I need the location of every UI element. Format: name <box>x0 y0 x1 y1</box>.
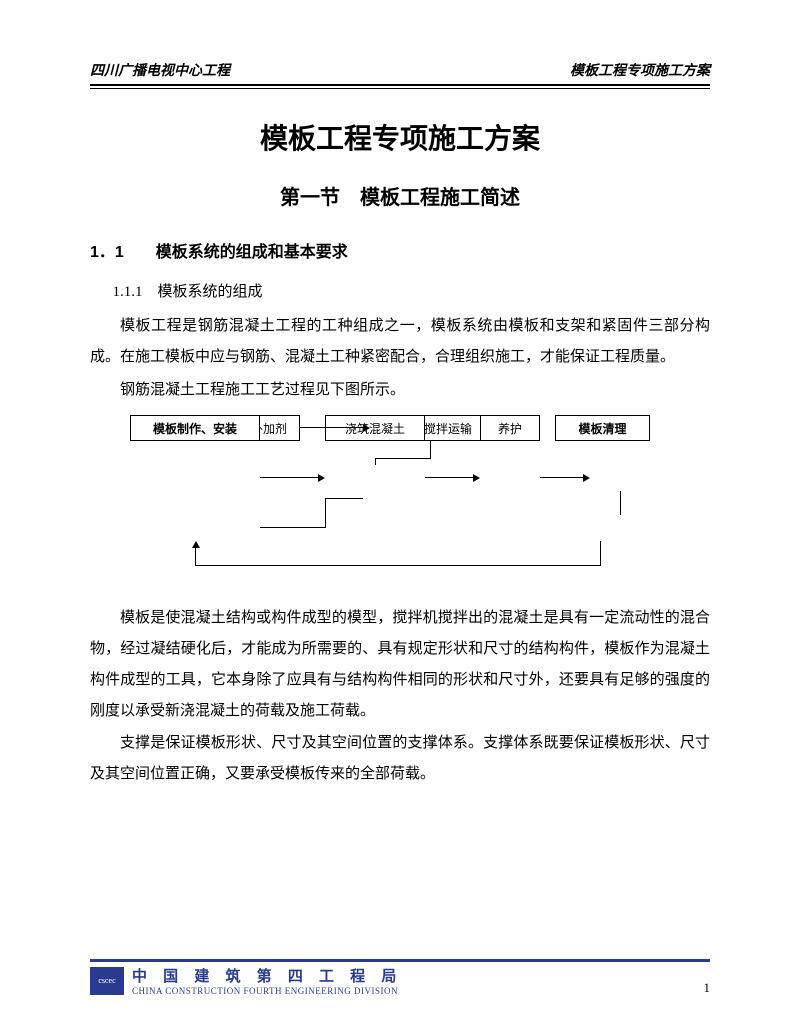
footer-rule <box>90 959 710 962</box>
page-footer: cscec 中 国 建 筑 第 四 工 程 局 CHINA CONSTRUCTI… <box>90 959 710 996</box>
arrow-icon <box>363 424 370 432</box>
paragraph-2: 钢筋混凝土工程施工工艺过程见下图所示。 <box>90 375 710 406</box>
heading-1: 1．1 模板系统的组成和基本要求 <box>90 238 710 262</box>
heading-2: 1.1.1 模板系统的组成 <box>90 280 710 301</box>
page-number: 1 <box>704 980 711 996</box>
flow-edge <box>425 477 473 478</box>
flow-node-formwork: 模板制作、安装 <box>130 415 260 441</box>
flow-edge <box>195 548 196 566</box>
flow-edge <box>375 458 430 459</box>
header-rule-2 <box>90 88 710 89</box>
flow-node-cure: 养护 <box>480 415 540 441</box>
header-right: 模板工程专项施工方案 <box>570 60 710 80</box>
footer-row: cscec 中 国 建 筑 第 四 工 程 局 CHINA CONSTRUCTI… <box>90 965 710 996</box>
section-title: 第一节 模板工程施工简述 <box>90 181 710 210</box>
paragraph-3: 模板是使混凝土结构或构件成型的模型，搅拌机搅拌出的混凝土是具有一定流动性的混合物… <box>90 603 710 726</box>
flow-edge <box>375 458 376 465</box>
arrow-icon <box>583 474 590 482</box>
footer-company-cn: 中 国 建 筑 第 四 工 程 局 <box>132 965 704 986</box>
flow-edge <box>195 565 601 566</box>
paragraph-1: 模板工程是钢筋混凝土工程的工种组成之一，模板系统由模板和支架和紧固件三部分构成。… <box>90 311 710 373</box>
document-title: 模板工程专项施工方案 <box>90 117 710 157</box>
arrow-icon <box>318 474 325 482</box>
process-flowchart: 水泥、砂、石、水、外加剂 配料、搅拌运输 钢筋加工、安装 浇筑混凝土 养护 拆模… <box>100 415 700 585</box>
flow-edge <box>325 498 363 499</box>
flow-node-clean: 模板清理 <box>555 415 650 441</box>
company-logo-icon: cscec <box>90 967 124 995</box>
flow-edge <box>620 491 621 515</box>
header-rule-1 <box>90 84 710 86</box>
page: 四川广播电视中心工程 模板工程专项施工方案 模板工程专项施工方案 第一节 模板工… <box>0 0 800 832</box>
flow-edge <box>300 427 363 428</box>
flow-edge <box>325 498 326 528</box>
flow-edge <box>260 527 325 528</box>
page-header: 四川广播电视中心工程 模板工程专项施工方案 <box>90 60 710 84</box>
footer-company-en: CHINA CONSTRUCTION FOURTH ENGINEERING DI… <box>132 986 704 996</box>
paragraph-4: 支撑是保证模板形状、尺寸及其空间位置的支撑体系。支撑体系既要保证模板形状、尺寸及… <box>90 728 710 790</box>
footer-text: 中 国 建 筑 第 四 工 程 局 CHINA CONSTRUCTION FOU… <box>132 965 704 996</box>
logo-text: cscec <box>98 976 115 985</box>
flow-edge <box>260 477 318 478</box>
flow-edge <box>430 441 431 459</box>
arrow-icon <box>192 541 200 548</box>
flow-edge <box>600 541 601 565</box>
flow-edge <box>540 477 583 478</box>
header-left: 四川广播电视中心工程 <box>90 60 230 80</box>
arrow-icon <box>473 474 480 482</box>
flow-node-pour: 浇筑混凝土 <box>325 415 425 441</box>
